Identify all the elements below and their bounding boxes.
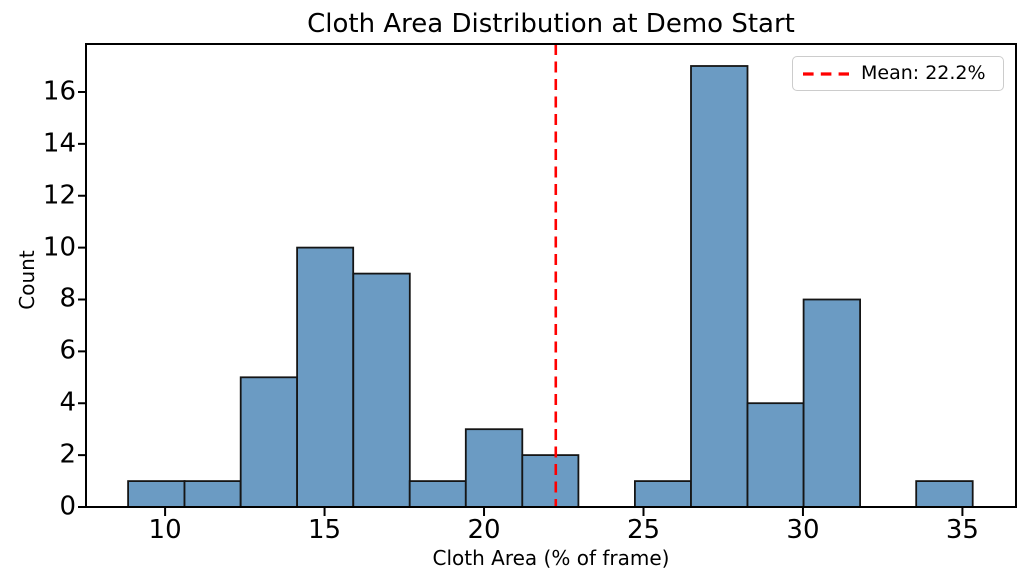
histogram-bar [746,402,805,508]
x-tick-label: 30 [786,515,820,545]
y-tick-label: 16 [42,76,76,107]
x-tick-label: 10 [148,515,182,545]
x-tick-label: 35 [945,515,979,545]
histogram-bar [802,298,861,508]
y-tick-label: 2 [59,439,76,470]
histogram-bar [239,376,299,508]
x-tick-label: 20 [467,515,501,545]
histogram-bar [521,454,580,508]
y-tick-label: 6 [59,335,76,366]
y-tick-label: 12 [42,180,76,211]
legend: Mean: 22.2% [792,56,1004,91]
x-axis-label: Cloth Area (% of frame) [432,546,670,570]
y-tick-label: 4 [59,387,76,418]
histogram-bar [408,480,467,508]
legend-label: Mean: 22.2% [861,62,986,84]
histogram-bar [183,480,242,508]
y-tick-label: 14 [42,128,76,159]
plot-frame [85,43,1017,508]
histogram-bar [634,480,692,508]
histogram-bar [296,246,355,508]
mean-line-legend-swatch [803,71,849,76]
histogram-bar [464,428,524,508]
histogram-bar [127,480,186,508]
x-tick-label: 25 [626,515,661,545]
histogram-bar [352,272,411,508]
y-tick-label: 8 [59,283,76,314]
y-axis-label: Count [15,250,39,310]
y-tick-label: 0 [59,491,76,522]
histogram-bar [915,480,974,508]
chart-title: Cloth Area Distribution at Demo Start [307,9,795,39]
histogram-bar [690,65,749,508]
y-tick-label: 10 [42,232,76,263]
x-tick-label: 15 [308,515,342,545]
